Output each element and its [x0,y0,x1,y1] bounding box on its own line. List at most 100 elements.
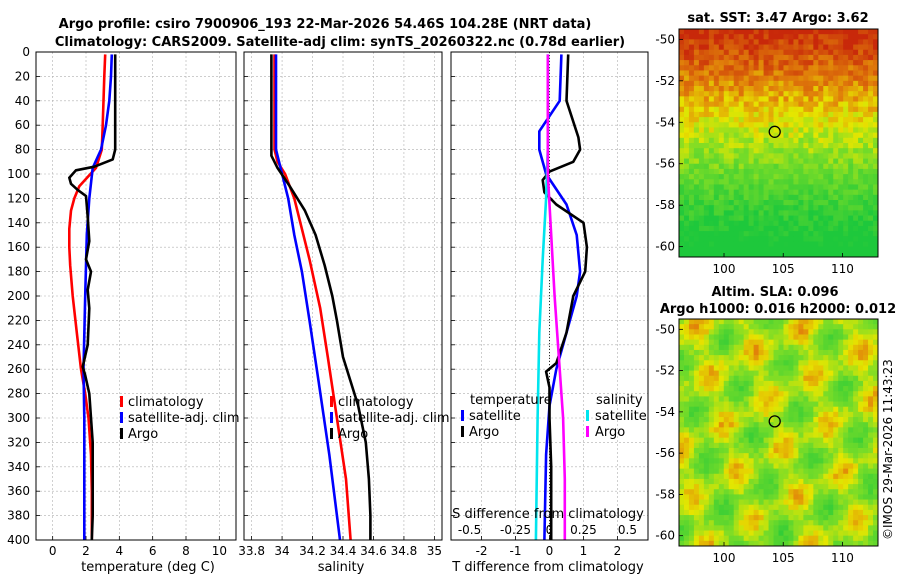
map-cell [733,174,740,180]
map-cell [818,86,824,92]
map-cell [818,422,824,428]
map-cell [698,422,705,428]
map-cell [813,96,819,102]
map-cell [758,117,764,123]
map-cell [843,329,849,335]
map-cell [778,515,784,521]
map-cell [848,520,854,526]
map-cell [853,75,859,82]
map-cell [748,241,755,248]
map-cell [858,453,864,459]
map-cell [828,329,834,335]
map-cell [868,241,874,248]
map-cell [833,324,839,330]
map-cell [843,29,849,35]
map-cell [738,427,745,433]
map-cell [798,453,804,459]
map-cell [723,478,730,485]
map-cell [778,349,784,356]
map-cell [728,251,735,258]
map-cell [728,91,735,97]
map-cell [738,132,745,139]
map-cell [758,101,764,108]
map-cell [798,189,804,196]
map-cell [823,80,829,87]
map-cell [793,241,799,248]
map-cell [693,127,700,134]
map-cell [833,70,839,77]
map-cell [679,91,685,97]
map-cell [679,530,685,537]
map-cell [863,106,869,113]
map-cell [838,319,844,325]
map-cell [728,478,735,485]
map-cell [813,391,819,397]
map-cell [763,396,769,402]
map-cell [833,86,839,92]
map-cell [873,215,879,222]
map-cell [733,143,740,149]
map-cell [713,494,720,500]
map-cell [743,189,750,196]
map-cell [733,70,740,77]
map-cell [823,143,829,149]
map-cell [793,535,799,542]
map-cell [763,422,769,428]
map-cell [728,236,735,242]
map-cell [718,96,725,102]
map-cell [808,251,814,258]
map-cell [723,241,730,248]
map-cell [853,168,859,175]
map-cell [693,184,700,191]
map-cell [833,91,839,97]
map-cell [838,504,844,511]
map-cell [818,355,824,361]
map-cell [818,54,824,61]
map-cell [823,525,829,531]
map-cell [833,509,839,516]
map-cell [858,231,864,237]
map-cell [703,324,710,330]
map-cell [743,349,750,356]
map-cell [818,236,824,242]
map-cell [773,396,779,402]
map-cell [788,324,794,330]
map-cell [853,91,859,97]
map-cell [768,515,774,521]
map-cell [818,391,824,397]
map-cell [818,401,824,408]
map-cell [813,515,819,521]
map-cell [833,127,839,134]
map-cell [743,494,750,500]
legend-swatch-t-argo [461,426,464,437]
map-cell [803,39,809,45]
map-cell [753,339,760,346]
map-cell [818,329,824,335]
map-cell [693,158,700,165]
map-cell [698,205,705,211]
map-cell [848,360,854,366]
map-cell [763,473,769,480]
map-cell [743,246,750,253]
map-cell [843,417,849,423]
map-cell [738,489,745,495]
map-cell [818,34,824,40]
map-cell [848,168,854,175]
map-cell [679,535,685,542]
map-cell [873,179,879,185]
map-cell [758,478,764,485]
series-line-temperature-argo [541,54,589,540]
y-tick-label: 240 [7,338,30,352]
map-cell [763,509,769,516]
map-cell [838,494,844,500]
map-cell [868,236,874,242]
map-cell [778,168,784,175]
map-cell [738,453,745,459]
map-cell [763,236,769,242]
map-cell [843,168,849,175]
map-cell [803,111,809,118]
map-cell [803,520,809,526]
map-cell [798,422,804,428]
map-cell [713,189,720,196]
map-cell [843,236,849,242]
